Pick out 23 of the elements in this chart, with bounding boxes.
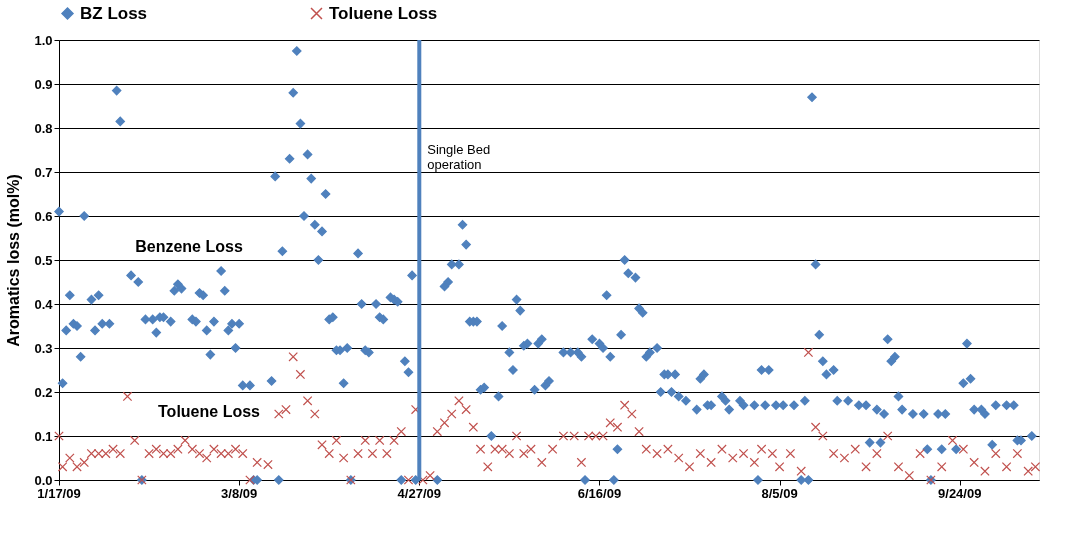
y-tick-label: 0.9 [34, 76, 53, 92]
annotation: Benzene Loss [135, 238, 243, 255]
legend-label: Toluene Loss [329, 3, 438, 23]
y-tick-label: 0.8 [34, 120, 53, 136]
y-tick-label: 0.7 [34, 164, 53, 180]
x-tick-label: 8/5/09 [761, 486, 798, 501]
legend-label: BZ Loss [80, 3, 148, 23]
x-tick-label: 4/27/09 [397, 486, 441, 501]
y-tick-label: 0.2 [34, 384, 53, 400]
y-tick-label: 0.4 [34, 296, 54, 312]
y-tick-label: 0.5 [34, 252, 53, 268]
ref-line-label: Single Bed operation [427, 142, 491, 172]
annotation: Toluene Loss [158, 403, 261, 420]
y-tick-label: 1.0 [34, 32, 53, 48]
y-tick-label: 0.6 [34, 208, 53, 224]
y-tick-label: 0.0 [34, 472, 53, 488]
y-tick-label: 0.1 [34, 428, 53, 444]
y-tick-label: 0.3 [34, 340, 53, 356]
y-axis-title: Aromatics loss (mol%) [5, 174, 23, 347]
x-tick-label: 6/16/09 [577, 486, 622, 501]
x-tick-label: 1/17/09 [37, 486, 81, 501]
x-tick-label: 3/8/09 [221, 486, 258, 501]
x-tick-label: 9/24/09 [938, 486, 982, 501]
